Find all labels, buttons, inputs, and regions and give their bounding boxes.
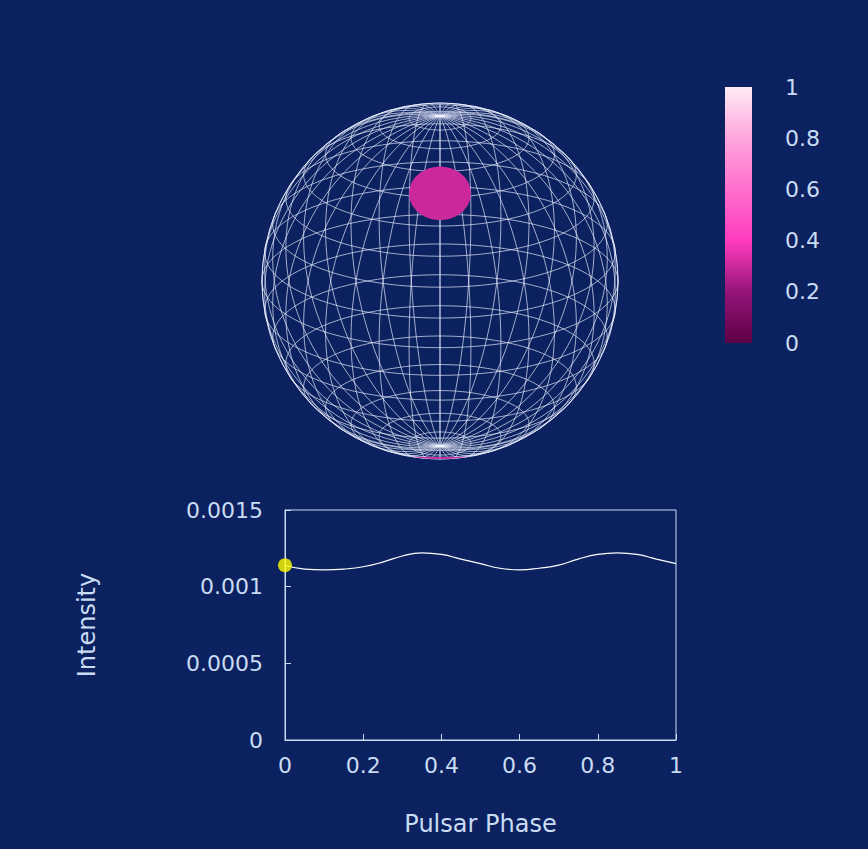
svg-text:0.0015: 0.0015 <box>186 498 263 523</box>
svg-text:0.8: 0.8 <box>580 753 615 778</box>
svg-text:0.8: 0.8 <box>785 126 820 151</box>
svg-text:0.4: 0.4 <box>424 753 459 778</box>
svg-text:Intensity: Intensity <box>73 573 101 677</box>
svg-text:0.4: 0.4 <box>785 228 820 253</box>
svg-text:0: 0 <box>278 753 292 778</box>
svg-text:0: 0 <box>249 728 263 753</box>
svg-text:0.2: 0.2 <box>785 279 820 304</box>
svg-text:1: 1 <box>785 75 799 100</box>
svg-text:0.6: 0.6 <box>785 177 820 202</box>
svg-text:0.001: 0.001 <box>200 574 263 599</box>
svg-text:0.2: 0.2 <box>346 753 381 778</box>
svg-text:1: 1 <box>669 753 683 778</box>
svg-text:Pulsar Phase: Pulsar Phase <box>404 810 556 838</box>
svg-text:0.0005: 0.0005 <box>186 651 263 676</box>
svg-text:0.6: 0.6 <box>502 753 537 778</box>
svg-text:0: 0 <box>785 331 799 356</box>
